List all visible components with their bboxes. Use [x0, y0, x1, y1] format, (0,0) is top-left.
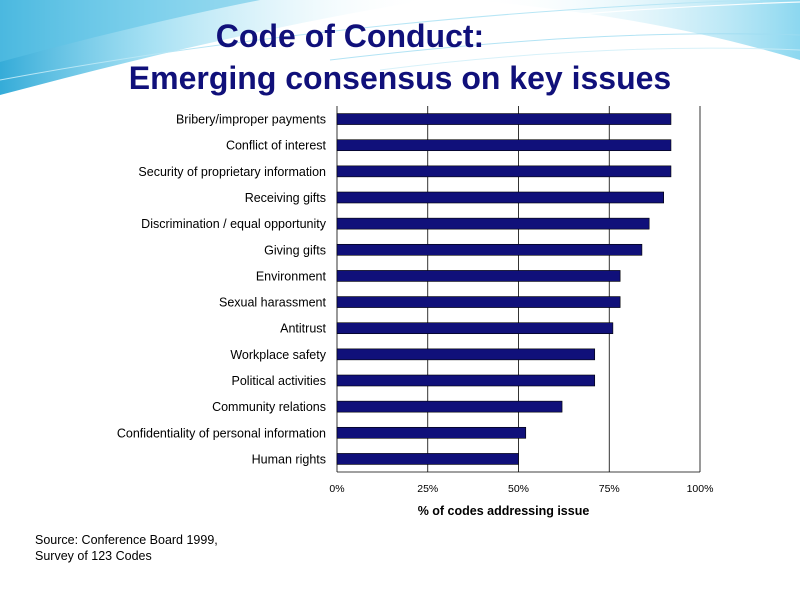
chart-tick-labels: 0% 25% 50% 75% 100% [329, 483, 713, 495]
bar-1 [336, 139, 672, 152]
category-label-7: Sexual harassment [219, 296, 327, 310]
category-label-1: Conflict of interest [226, 139, 327, 153]
category-label-9: Workplace safety [230, 348, 326, 362]
background-swoosh [0, 0, 800, 99]
bar-13 [336, 453, 519, 465]
bar-5 [336, 243, 643, 256]
bar-6 [336, 270, 621, 282]
x-tick-label-4: 100% [687, 483, 714, 495]
category-label-5: Giving gifts [264, 243, 326, 257]
bar-2 [336, 165, 672, 178]
category-label-3: Receiving gifts [245, 191, 326, 205]
chart-category-labels: Bribery/improper payments Conflict of int… [117, 113, 327, 467]
source-note: Source: Conference Board 1999, Survey of… [35, 532, 218, 564]
bar-11 [336, 400, 563, 413]
bar-9 [336, 348, 596, 361]
bar-12 [336, 426, 527, 439]
bar-0 [336, 113, 672, 125]
category-label-2: Security of proprietary information [138, 165, 326, 179]
category-label-8: Antitrust [280, 322, 326, 336]
category-label-11: Community relations [212, 400, 326, 414]
slide-title-line-1: Code of Conduct: [215, 18, 485, 54]
chart-gridlines [336, 106, 701, 473]
chart-bars [336, 113, 672, 465]
slide-title-line-2: Emerging consensus on key issues [128, 60, 672, 96]
x-tick-label-1: 25% [417, 483, 438, 495]
bar-4 [336, 217, 650, 230]
bar-8 [336, 322, 614, 335]
x-tick-label-3: 75% [599, 483, 620, 495]
bar-10 [336, 374, 596, 387]
category-label-0: Bribery/improper payments [176, 113, 326, 127]
source-line-1: Source: Conference Board 1999, [35, 533, 218, 547]
category-label-13: Human rights [252, 452, 326, 466]
x-axis-title: % of codes addressing issue [418, 504, 590, 518]
x-tick-label-2: 50% [508, 483, 529, 495]
bar-3 [336, 191, 665, 204]
category-label-6: Environment [256, 269, 327, 283]
x-tick-label-0: 0% [329, 483, 344, 495]
category-label-12: Confidentiality of personal information [117, 426, 326, 440]
bar-7 [336, 296, 621, 308]
category-label-4: Discrimination / equal opportunity [141, 217, 327, 231]
source-line-2: Survey of 123 Codes [35, 549, 152, 563]
category-label-10: Political activities [232, 374, 326, 388]
